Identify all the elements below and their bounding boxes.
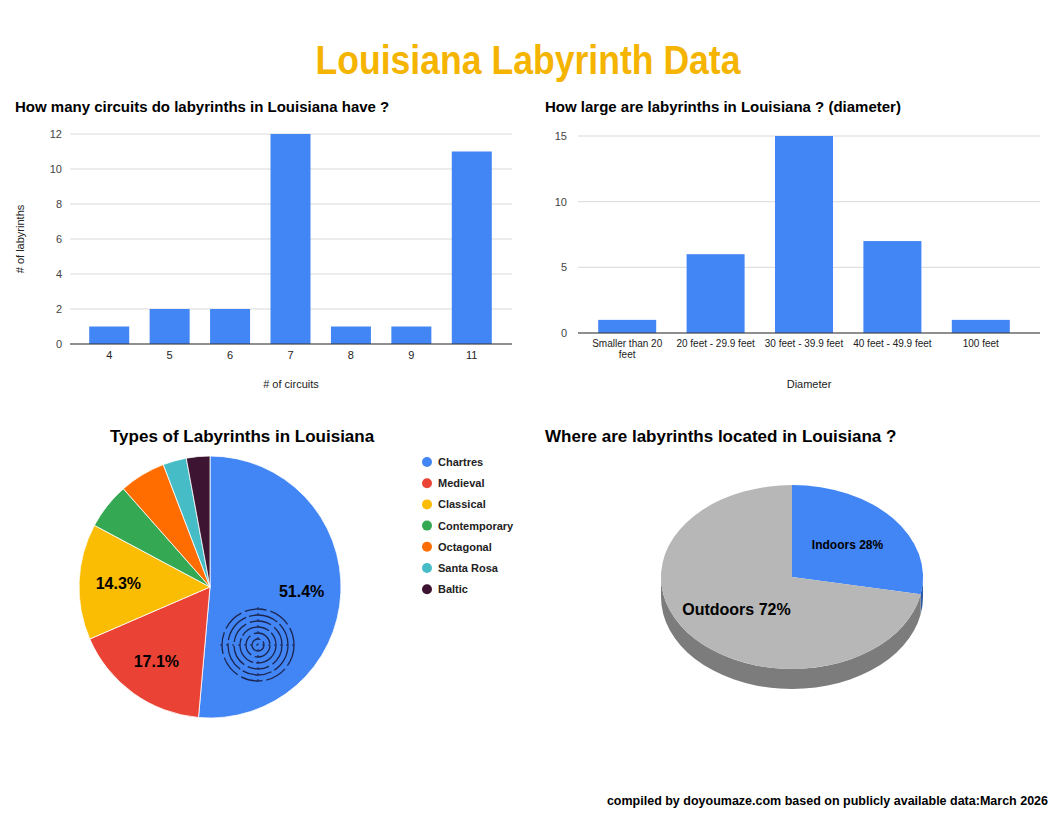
data-label: Indoors 28% bbox=[812, 538, 884, 552]
text-line: 5 bbox=[167, 349, 173, 361]
y-tick-label: 8 bbox=[56, 198, 62, 210]
data-label: Outdoors 72% bbox=[682, 601, 790, 618]
x-tick-label: 6 bbox=[227, 349, 233, 361]
text-line: 11 bbox=[466, 349, 477, 361]
y-tick-label: 6 bbox=[56, 233, 62, 245]
legend-label: Medieval bbox=[438, 477, 484, 489]
label-value: 72% bbox=[754, 601, 790, 618]
data-label: 14.3% bbox=[96, 575, 141, 592]
bar bbox=[391, 327, 431, 345]
text-line: 8 bbox=[348, 349, 354, 361]
legend-label: Baltic bbox=[438, 583, 468, 595]
chart-title: How many circuits do labyrinths in Louis… bbox=[15, 98, 389, 115]
x-tick-label: 4 bbox=[106, 349, 112, 361]
text-line: 20 feet - 29.9 feet bbox=[676, 338, 755, 349]
x-tick-label: Smaller than 20feet bbox=[592, 338, 662, 360]
pie-slice bbox=[198, 456, 341, 718]
legend-label: Octagonal bbox=[438, 541, 492, 553]
text-line: 30 feet - 39.9 feet bbox=[765, 338, 844, 349]
bar bbox=[687, 254, 745, 333]
data-label: 17.1% bbox=[134, 653, 179, 670]
text-line: 100 feet bbox=[963, 338, 999, 349]
x-axis-title: Diameter bbox=[787, 378, 832, 390]
x-tick-label: 100 feet bbox=[963, 338, 999, 349]
pie-slice bbox=[792, 485, 923, 594]
footer: compiled by doyoumaze.com based on publi… bbox=[607, 794, 1048, 808]
label-category: Indoors bbox=[812, 538, 856, 552]
grid-line bbox=[578, 333, 1040, 334]
x-tick-label: 8 bbox=[348, 349, 354, 361]
labyrinth-icon bbox=[220, 607, 296, 683]
labyrinth-line bbox=[258, 607, 259, 683]
x-axis-line bbox=[578, 333, 1040, 334]
y-tick-label: 4 bbox=[56, 268, 62, 280]
y-axis-title: # of labyrinths bbox=[14, 204, 26, 273]
page: Louisiana Labyrinth Data compiled by doyo… bbox=[0, 0, 1056, 816]
data-label: 51.4% bbox=[279, 583, 324, 600]
legend-swatch bbox=[422, 478, 432, 488]
label-category: Outdoors bbox=[682, 601, 754, 618]
background bbox=[0, 0, 1056, 816]
x-tick-label: 7 bbox=[287, 349, 293, 361]
bars bbox=[598, 136, 1010, 333]
y-tick-label: 0 bbox=[561, 327, 567, 339]
bar bbox=[952, 320, 1010, 333]
bar bbox=[210, 309, 250, 344]
legend-swatch bbox=[422, 563, 432, 573]
bar-chart: How large are labyrinths in Louisiana ? … bbox=[545, 98, 1040, 390]
y-tick-label: 15 bbox=[555, 130, 567, 142]
pie3d-chart: Where are labyrinths located in Louisian… bbox=[545, 427, 923, 689]
legend-swatch bbox=[422, 457, 432, 467]
pie-slice bbox=[661, 485, 921, 669]
legend-swatch bbox=[422, 542, 432, 552]
x-tick-label: 11 bbox=[466, 349, 477, 361]
chart-title: How large are labyrinths in Louisiana ? … bbox=[545, 98, 901, 115]
x-axis-title: # of circuits bbox=[263, 378, 319, 390]
text-line: feet bbox=[619, 349, 636, 360]
text-line: 7 bbox=[287, 349, 293, 361]
bars bbox=[89, 134, 492, 344]
label-value: 28% bbox=[856, 538, 884, 552]
legend-label: Chartres bbox=[438, 456, 483, 468]
legend-label: Classical bbox=[438, 498, 486, 510]
x-tick-label: 5 bbox=[167, 349, 173, 361]
bar-chart: How many circuits do labyrinths in Louis… bbox=[14, 98, 512, 390]
y-tick-label: 10 bbox=[555, 196, 567, 208]
bar bbox=[89, 327, 129, 345]
x-tick-label: 20 feet - 29.9 feet bbox=[676, 338, 755, 349]
bar bbox=[863, 241, 921, 333]
chart-title: Types of Labyrinths in Louisiana bbox=[110, 427, 375, 446]
pie-chart: Types of Labyrinths in Louisiana 51.4% 17.… bbox=[79, 427, 514, 718]
bar bbox=[331, 327, 371, 345]
text-line: 9 bbox=[408, 349, 414, 361]
legend-label: Contemporary bbox=[438, 520, 514, 532]
grid-line bbox=[70, 344, 512, 345]
legend: Chartres Medieval Classical Contemporary Oct… bbox=[422, 456, 514, 595]
x-tick-label: 40 feet - 49.9 feet bbox=[853, 338, 932, 349]
text-line: Smaller than 20 bbox=[592, 338, 662, 349]
legend-swatch bbox=[422, 499, 432, 509]
text-line: 4 bbox=[106, 349, 112, 361]
text-line: 40 feet - 49.9 feet bbox=[853, 338, 932, 349]
x-tick-label: 30 feet - 39.9 feet bbox=[765, 338, 844, 349]
bar bbox=[775, 136, 833, 333]
y-tick-label: 5 bbox=[561, 261, 567, 273]
bar bbox=[150, 309, 190, 344]
chart-title: Where are labyrinths located in Louisian… bbox=[545, 427, 896, 446]
page-title: Louisiana Labyrinth Data bbox=[316, 38, 742, 82]
pie-slice bbox=[186, 456, 210, 587]
text-line: 6 bbox=[227, 349, 233, 361]
bar bbox=[271, 134, 311, 344]
y-tick-label: 12 bbox=[50, 128, 62, 140]
bar bbox=[452, 152, 492, 345]
legend-swatch bbox=[422, 584, 432, 594]
x-axis-line bbox=[70, 344, 512, 345]
y-tick-label: 0 bbox=[56, 338, 62, 350]
y-tick-label: 2 bbox=[56, 303, 62, 315]
legend-swatch bbox=[422, 521, 432, 531]
y-tick-label: 10 bbox=[50, 163, 62, 175]
bar bbox=[598, 320, 656, 333]
x-tick-label: 9 bbox=[408, 349, 414, 361]
legend-label: Santa Rosa bbox=[438, 562, 499, 574]
